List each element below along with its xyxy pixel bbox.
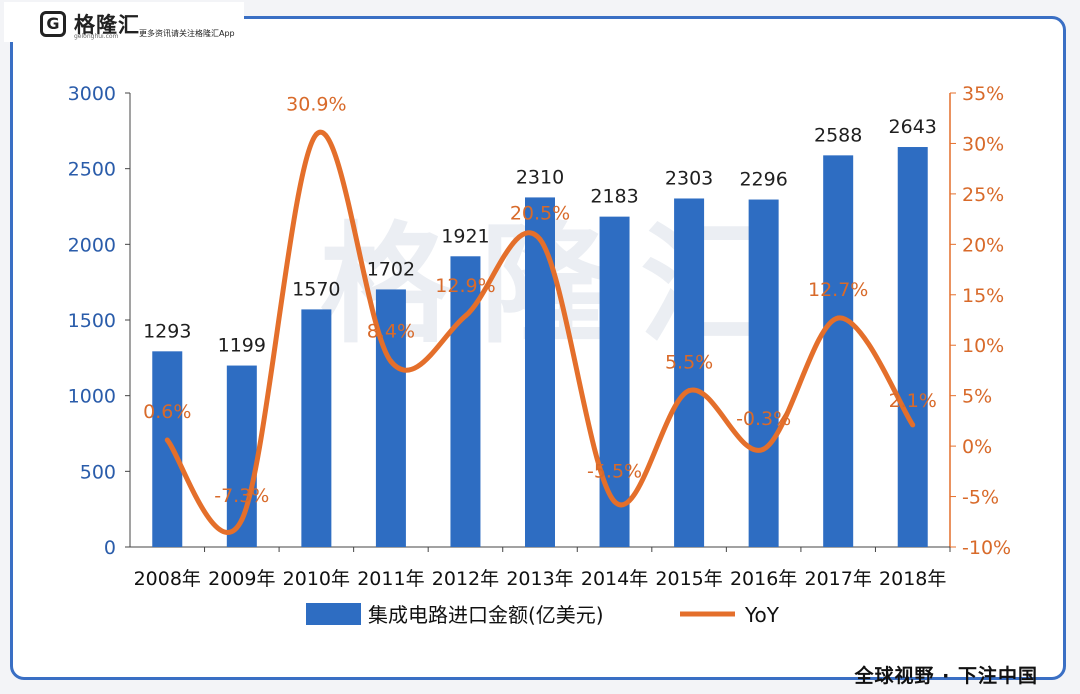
yoy-point (462, 313, 468, 319)
x-tick-label: 2008年 (134, 568, 201, 590)
logo-name: 格隆汇 (74, 13, 140, 37)
legend-bar-swatch (306, 603, 361, 625)
right-tick-label: 5% (962, 386, 992, 408)
yoy-point (239, 517, 245, 523)
left-tick-label: 1500 (68, 310, 116, 332)
right-tick-label: 0% (962, 436, 992, 458)
yoy-point (388, 358, 394, 364)
logo-mark: G (40, 11, 66, 37)
right-tick-label: 30% (962, 133, 1004, 155)
yoy-point (761, 446, 767, 452)
x-tick-label: 2011年 (357, 568, 424, 590)
x-tick-label: 2018年 (879, 568, 946, 590)
bar (823, 155, 854, 547)
yoy-value-label: -0.3% (736, 408, 791, 430)
left-tick-label: 3000 (68, 83, 116, 105)
left-tick-label: 0 (104, 537, 116, 559)
bar (599, 216, 630, 547)
right-tick-label: 15% (962, 285, 1004, 307)
yoy-value-label: -5.5% (587, 461, 642, 483)
bar-value-label: 2310 (516, 166, 564, 188)
yoy-value-label: 5.5% (665, 352, 713, 374)
yoy-value-label: 0.6% (143, 401, 191, 423)
bar (301, 309, 332, 547)
bar (897, 147, 928, 547)
yoy-point (537, 236, 543, 242)
right-tick-label: 10% (962, 335, 1004, 357)
right-tick-label: 20% (962, 234, 1004, 256)
legend-line-label: YoY (744, 603, 780, 627)
left-tick-label: 2000 (68, 234, 116, 256)
bar-value-label: 2296 (739, 169, 787, 191)
bar-value-label: 2183 (590, 186, 638, 208)
bar-value-label: 1293 (143, 320, 191, 342)
yoy-value-label: 2.1% (889, 390, 937, 412)
yoy-point (612, 499, 618, 505)
bar (674, 198, 705, 547)
right-tick-label: -10% (962, 537, 1011, 559)
yoy-value-label: 12.7% (808, 279, 868, 301)
logo-tagline: 更多资讯请关注格隆汇App (139, 29, 235, 38)
bar-value-label: 1199 (218, 335, 266, 357)
x-tick-label: 2009年 (208, 568, 275, 590)
x-tick-label: 2014年 (581, 568, 648, 590)
yoy-point (164, 437, 170, 443)
yoy-point (686, 388, 692, 394)
yoy-value-label: 20.5% (510, 202, 570, 224)
legend-bar-label: 集成电路进口金额(亿美元) (368, 603, 604, 627)
yoy-point (910, 422, 916, 428)
yoy-point (313, 131, 319, 137)
bar-value-label: 2303 (665, 167, 713, 189)
x-tick-label: 2012年 (432, 568, 499, 590)
bar-value-label: 1570 (292, 278, 340, 300)
yoy-value-label: 30.9% (286, 93, 346, 115)
left-tick-label: 500 (80, 461, 116, 483)
bar (748, 199, 779, 547)
yoy-value-label: 12.9% (435, 275, 495, 297)
x-tick-label: 2016年 (730, 568, 797, 590)
logo: G 格隆汇 gelonghui.com 更多资讯请关注格隆汇App (4, 2, 244, 42)
bar (152, 351, 183, 547)
x-tick-label: 2017年 (805, 568, 872, 590)
bar-value-label: 2643 (889, 116, 937, 138)
right-tick-label: 25% (962, 184, 1004, 206)
left-tick-label: 1000 (68, 386, 116, 408)
bar-value-label: 1702 (367, 258, 415, 280)
yoy-point (835, 315, 841, 321)
left-tick-label: 2500 (68, 159, 116, 181)
yoy-value-label: -7.3% (214, 485, 269, 507)
x-tick-label: 2010年 (283, 568, 350, 590)
yoy-value-label: 8.4% (367, 320, 415, 342)
logo-domain: gelonghui.com (74, 33, 119, 40)
x-tick-label: 2013年 (506, 568, 573, 590)
x-tick-label: 2015年 (655, 568, 722, 590)
yoy-line (165, 129, 915, 535)
right-tick-label: -5% (962, 487, 999, 509)
right-tick-label: 35% (962, 83, 1004, 105)
footer-slogan: 全球视野 · 下注中国 (854, 665, 1038, 687)
bar-value-label: 1921 (441, 225, 489, 247)
bar (525, 197, 555, 548)
bar-value-label: 2588 (814, 124, 862, 146)
